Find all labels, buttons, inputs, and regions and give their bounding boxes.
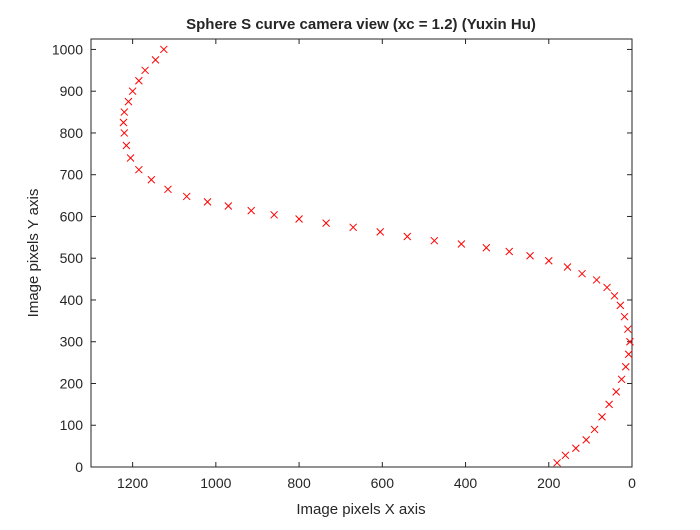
y-tick-label: 1000 bbox=[52, 41, 83, 57]
data-point bbox=[623, 325, 632, 334]
data-point bbox=[624, 350, 633, 359]
y-tick-label: 200 bbox=[60, 375, 84, 391]
y-tick-label: 500 bbox=[60, 250, 84, 266]
y-tick-label: 600 bbox=[60, 208, 84, 224]
data-point bbox=[603, 283, 611, 292]
x-tick-label: 400 bbox=[454, 475, 478, 491]
y-tick-label: 400 bbox=[60, 292, 84, 308]
data-point bbox=[578, 269, 586, 278]
data-point bbox=[120, 108, 129, 116]
y-tick-label: 300 bbox=[60, 334, 84, 350]
data-point bbox=[128, 87, 137, 96]
x-tick-label: 800 bbox=[287, 475, 311, 491]
data-point bbox=[147, 175, 156, 184]
y-tick-label: 0 bbox=[75, 459, 83, 475]
y-axis-label: Image pixels Y axis bbox=[25, 189, 42, 318]
data-point bbox=[563, 263, 572, 271]
chart-title: Sphere S curve camera view (xc = 1.2) (Y… bbox=[186, 16, 536, 33]
data-point bbox=[295, 215, 303, 223]
data-point bbox=[126, 154, 135, 162]
plot-area bbox=[90, 38, 633, 468]
data-point bbox=[322, 219, 330, 227]
data-points bbox=[119, 45, 634, 467]
data-point bbox=[617, 375, 626, 384]
data-point bbox=[151, 56, 160, 64]
y-tick-label: 800 bbox=[60, 125, 84, 141]
data-point bbox=[122, 141, 131, 150]
data-point bbox=[182, 192, 191, 201]
y-tick-label: 700 bbox=[60, 167, 84, 183]
data-point bbox=[553, 458, 561, 467]
data-point bbox=[612, 387, 621, 396]
data-point bbox=[582, 436, 591, 444]
data-point bbox=[610, 291, 619, 300]
data-point bbox=[430, 236, 439, 245]
data-point bbox=[620, 312, 629, 321]
data-point bbox=[349, 223, 358, 232]
y-axis: 0 100 200 300 400 500 600 700 800 900 1000 bbox=[52, 41, 632, 475]
data-point bbox=[159, 45, 168, 54]
y-tick-label: 900 bbox=[60, 83, 84, 99]
data-point bbox=[135, 76, 143, 85]
data-point bbox=[571, 444, 580, 453]
data-point bbox=[505, 247, 514, 256]
data-point bbox=[605, 400, 613, 409]
data-point bbox=[270, 210, 278, 219]
data-point bbox=[598, 413, 606, 421]
y-tick-label: 100 bbox=[60, 417, 84, 433]
data-point bbox=[135, 165, 143, 174]
data-point bbox=[124, 97, 133, 106]
data-point bbox=[119, 118, 128, 127]
data-point bbox=[626, 337, 634, 346]
data-point bbox=[403, 232, 412, 241]
data-point bbox=[482, 243, 491, 252]
data-point bbox=[247, 206, 256, 215]
x-tick-label: 0 bbox=[628, 475, 636, 491]
x-axis-label: Image pixels X axis bbox=[296, 501, 425, 518]
data-point bbox=[164, 185, 172, 194]
data-point bbox=[561, 451, 570, 460]
data-point bbox=[224, 202, 233, 210]
data-point bbox=[457, 240, 466, 248]
data-point bbox=[141, 66, 149, 75]
x-tick-label: 600 bbox=[371, 475, 395, 491]
data-point bbox=[376, 228, 385, 236]
data-point bbox=[544, 256, 553, 265]
data-point bbox=[621, 362, 630, 371]
x-axis: 1200 1000 800 600 400 200 0 bbox=[117, 39, 636, 491]
data-point bbox=[203, 197, 212, 206]
data-point bbox=[120, 129, 129, 137]
data-point bbox=[616, 301, 625, 310]
x-tick-label: 1000 bbox=[200, 475, 231, 491]
x-tick-label: 1200 bbox=[117, 475, 148, 491]
data-point bbox=[592, 276, 601, 284]
x-tick-label: 200 bbox=[537, 475, 561, 491]
data-point bbox=[526, 251, 534, 260]
data-point bbox=[590, 425, 599, 434]
